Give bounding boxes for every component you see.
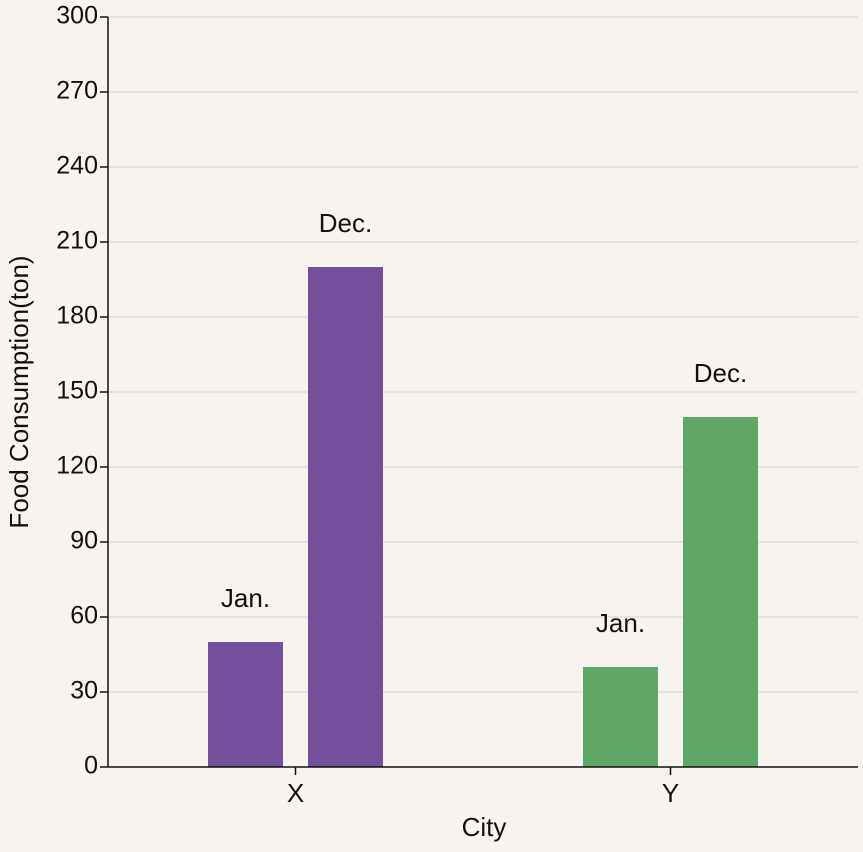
y-tick-label-0: 0 (84, 752, 98, 780)
y-axis-title: Food Consumption(ton) (4, 255, 34, 528)
bar-Y-jan (583, 667, 658, 767)
bar-Y-dec (683, 417, 758, 767)
y-tick-label-60: 60 (70, 602, 98, 630)
y-tick-label-30: 30 (70, 677, 98, 705)
y-tick-label-150: 150 (56, 377, 98, 405)
y-tick-label-120: 120 (56, 452, 98, 480)
bar-X-dec (308, 267, 383, 767)
y-tick-label-180: 180 (56, 302, 98, 330)
bar-label-Y-dec: Dec. (694, 358, 747, 388)
bar-label-X-jan: Jan. (221, 583, 270, 613)
x-tick-label-Y: Y (662, 778, 679, 808)
y-tick-label-270: 270 (56, 77, 98, 105)
y-tick-label-210: 210 (56, 227, 98, 255)
y-tick-label-90: 90 (70, 527, 98, 555)
grid-lines (108, 16, 858, 693)
x-tick-label-X: X (287, 778, 304, 808)
y-tick-label-300: 300 (56, 2, 98, 30)
bar-label-X-dec: Dec. (319, 208, 372, 238)
y-tick-label-240: 240 (56, 152, 98, 180)
y-axis-ticks: 0 30 60 90 120 150 180 210 240 270 300 (56, 2, 108, 780)
bar-X-jan (208, 642, 283, 767)
bar-label-Y-jan: Jan. (596, 608, 645, 638)
x-axis-title: City (462, 812, 507, 842)
bars (208, 267, 758, 767)
bar-labels: Jan. Dec. Jan. Dec. (221, 208, 747, 638)
